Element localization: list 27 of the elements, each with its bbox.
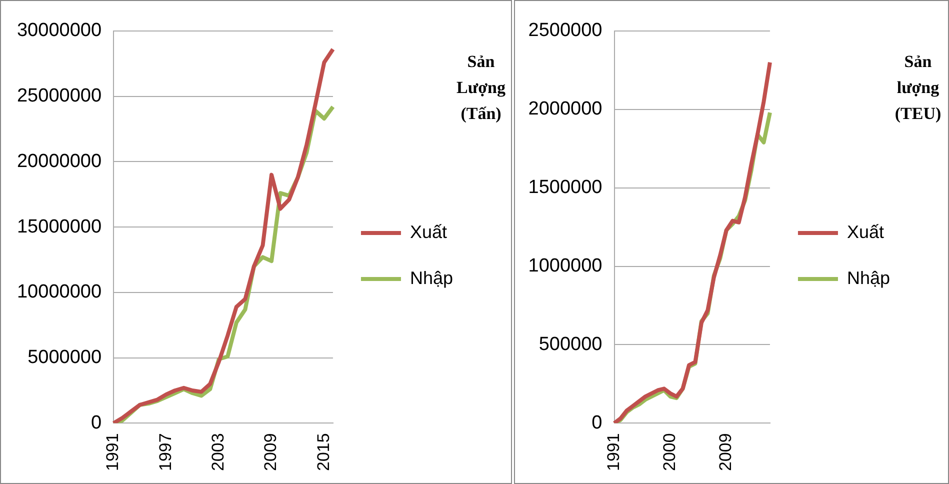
y-tick-label: 5000000 bbox=[28, 347, 102, 368]
y-tick-label: 2000000 bbox=[528, 98, 602, 120]
legend-label: Xuất bbox=[846, 222, 884, 242]
y-tick-label: 15000000 bbox=[16, 216, 102, 238]
y-tick-label: 0 bbox=[90, 412, 102, 434]
x-tick-label: 1991 bbox=[103, 433, 122, 472]
y-tick-label: 20000000 bbox=[16, 150, 102, 172]
x-tick-label: 1991 bbox=[604, 433, 623, 472]
y-tick-label: 30000000 bbox=[16, 20, 102, 42]
legend-label: Nhập bbox=[846, 268, 890, 288]
x-tick-label: 2000 bbox=[660, 433, 679, 472]
y-tick-label: 2500000 bbox=[528, 20, 602, 42]
y-axis-title: Sản lượng (TEU) bbox=[894, 51, 942, 125]
legend-label: Nhập bbox=[410, 268, 453, 288]
y-tick-label: 25000000 bbox=[16, 86, 102, 107]
y-tick-label: 1500000 bbox=[528, 177, 602, 198]
y-tick-label: 10000000 bbox=[16, 282, 102, 303]
x-tick-label: 2003 bbox=[208, 433, 228, 472]
y-tick-label: 500000 bbox=[538, 334, 602, 355]
y-tick-label: 1000000 bbox=[528, 256, 602, 277]
y-axis-title: Sản Lượng (Tấn) bbox=[456, 51, 506, 125]
x-tick-label: 2009 bbox=[716, 433, 736, 472]
x-tick-label: 2009 bbox=[261, 433, 280, 472]
x-tick-label: 1997 bbox=[156, 433, 175, 472]
y-tick-label: 0 bbox=[592, 412, 602, 434]
x-tick-label: 2015 bbox=[314, 433, 333, 472]
legend-label: Xuất bbox=[410, 222, 447, 242]
